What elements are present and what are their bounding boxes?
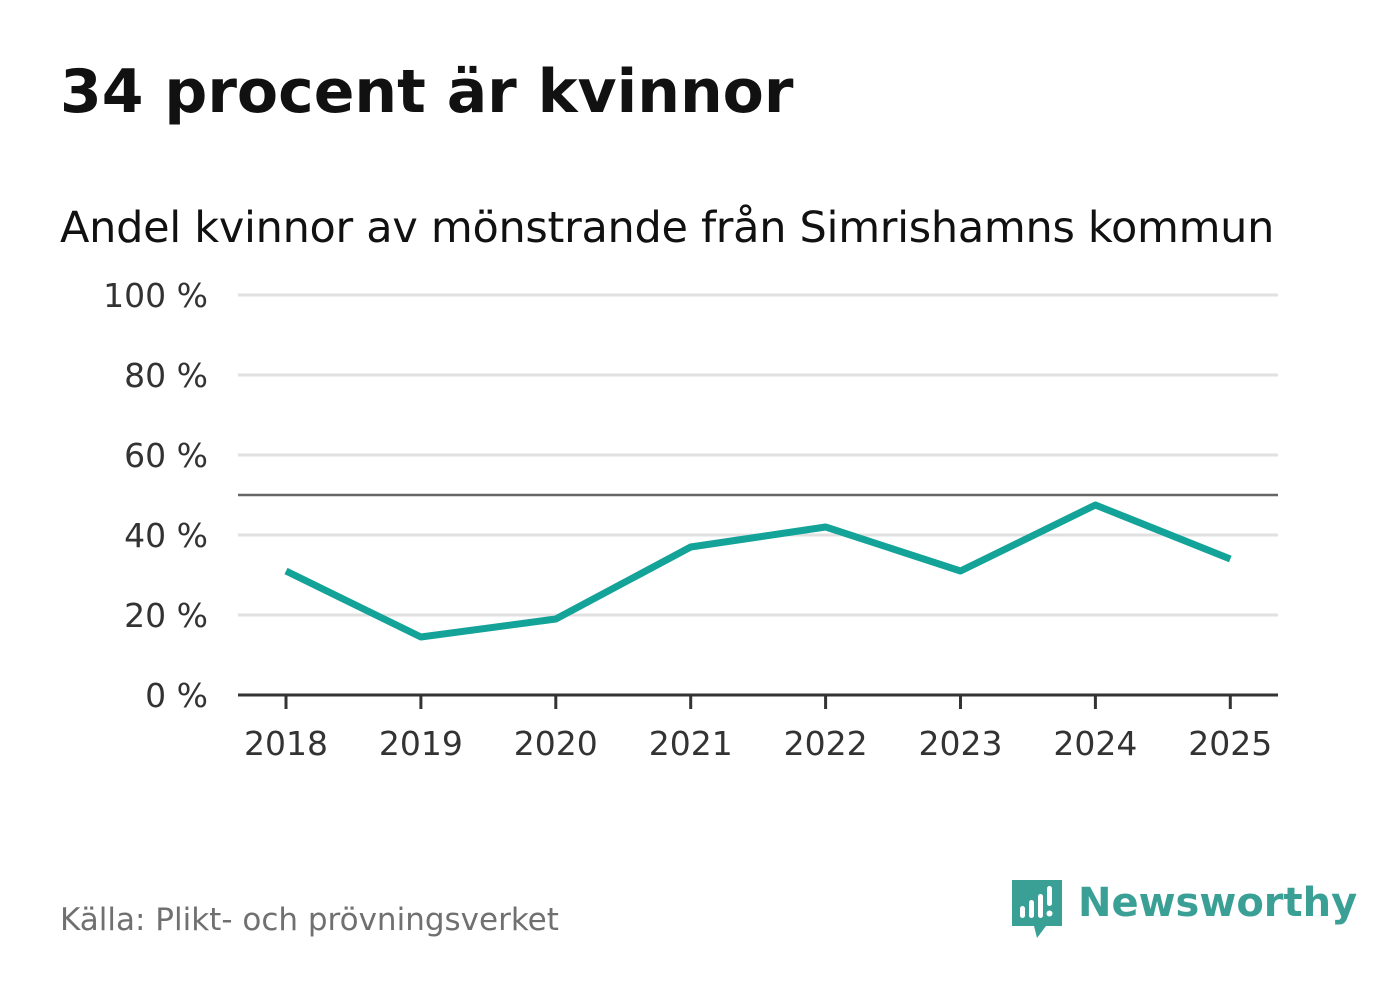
y-tick-label: 60 % [124,436,208,475]
x-axis: 2018 2019 2020 2021 2022 2023 2024 2025 [238,693,1278,763]
y-axis-labels: 0 % 20 % 40 % 60 % 80 % 100 % [103,276,208,715]
brand-logo: Newsworthy [1010,878,1357,940]
y-tick-label: 0 % [145,676,208,715]
x-tick-label: 2020 [514,724,598,763]
x-tick-label: 2019 [379,724,463,763]
source-note: Källa: Plikt- och prövningsverket [60,902,559,938]
x-tick-label: 2023 [919,724,1003,763]
series [284,501,1232,641]
x-tick-label: 2024 [1053,724,1137,763]
y-tick-label: 20 % [124,596,208,635]
x-tick-label: 2022 [784,724,868,763]
x-tick-label: 2021 [649,724,733,763]
y-tick-label: 40 % [124,516,208,555]
y-tick-label: 80 % [124,356,208,395]
series-line [284,501,1232,641]
brand-name: Newsworthy [1078,880,1358,926]
x-tick-label: 2025 [1188,724,1272,763]
chart-subtitle: Andel kvinnor av mönstrande från Simrish… [60,203,1275,253]
y-tick-label: 100 % [103,276,208,315]
x-tick-label: 2018 [244,724,328,763]
newsworthy-logo-icon [1012,880,1062,938]
gridlines [238,293,1278,617]
chart-title: 34 procent är kvinnor [60,57,794,127]
